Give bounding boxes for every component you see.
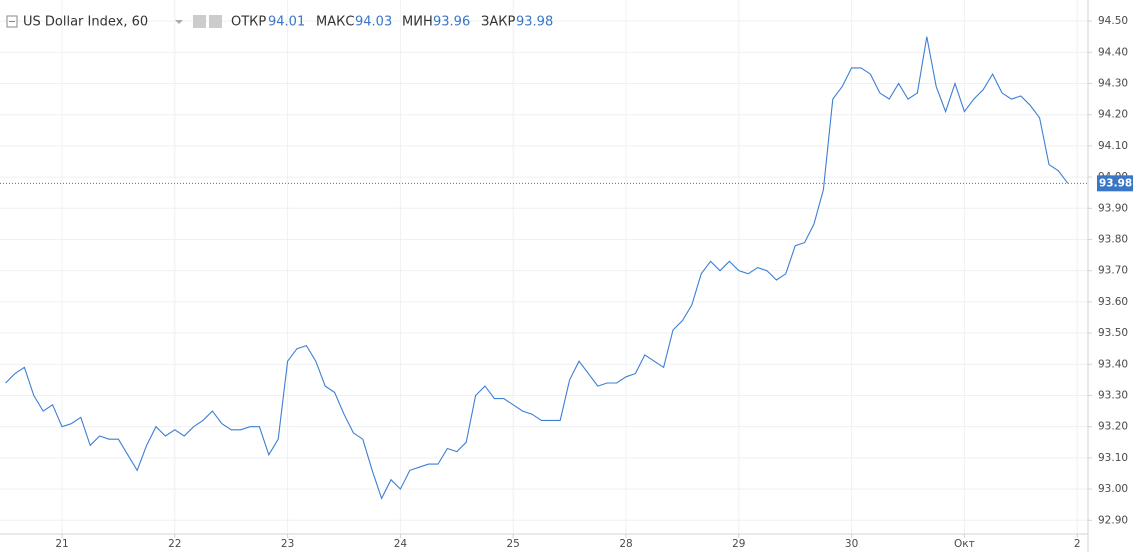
x-tick-label: 21 — [55, 538, 68, 550]
header: US Dollar Index, 60 ОТКР 94.01 МАКС 94.0… — [6, 15, 553, 30]
y-tick-label: 93.60 — [1098, 296, 1128, 308]
y-tick-label: 93.00 — [1098, 483, 1128, 495]
settings-icon[interactable] — [193, 15, 206, 28]
collapse-icon[interactable] — [6, 15, 18, 28]
x-tick-label: 23 — [281, 538, 294, 550]
y-tick-label: 94.10 — [1098, 140, 1128, 152]
y-tick-label: 93.50 — [1098, 327, 1128, 339]
legend-label: ЗАКР — [481, 15, 515, 30]
y-tick-label: 93.10 — [1098, 452, 1128, 464]
y-tick-label: 93.90 — [1098, 202, 1128, 214]
y-tick-label: 94.20 — [1098, 109, 1128, 121]
x-tick-label: 28 — [619, 538, 632, 550]
y-tick-label: 94.50 — [1098, 15, 1128, 27]
legend-label: ОТКР — [231, 15, 266, 30]
y-tick-label: 93.20 — [1098, 421, 1128, 433]
x-tick-label: Окт — [954, 538, 975, 550]
legend-label: МИН — [402, 15, 433, 30]
last-price-label: 93.98 — [1099, 177, 1132, 189]
x-tick-label: 22 — [168, 538, 181, 550]
y-tick-label: 94.40 — [1098, 46, 1128, 58]
price-line — [5, 36, 1069, 500]
settings-icon[interactable] — [209, 15, 222, 28]
legend-value: 93.98 — [516, 15, 553, 30]
dropdown-icon[interactable] — [175, 20, 183, 24]
x-tick-label: 29 — [732, 538, 745, 550]
x-tick-label: 2 — [1074, 538, 1081, 550]
x-tick-label: 30 — [845, 538, 858, 550]
title: US Dollar Index, 60 — [23, 15, 148, 30]
y-tick-label: 93.70 — [1098, 265, 1128, 277]
grid — [0, 0, 1088, 534]
plot — [0, 36, 1088, 500]
legend-value: 94.01 — [268, 15, 305, 30]
x-tick-label: 25 — [507, 538, 520, 550]
legend-value: 94.03 — [355, 15, 392, 30]
y-tick-label: 93.30 — [1098, 389, 1128, 401]
y-tick-label: 93.80 — [1098, 233, 1128, 245]
legend-label: МАКС — [316, 15, 354, 30]
y-tick-label: 94.30 — [1098, 77, 1128, 89]
y-tick-label: 93.40 — [1098, 358, 1128, 370]
x-tick-label: 24 — [394, 538, 408, 550]
last-price-box — [1097, 175, 1133, 192]
y-tick-label: 92.90 — [1098, 514, 1128, 526]
legend-value: 93.96 — [433, 15, 470, 30]
